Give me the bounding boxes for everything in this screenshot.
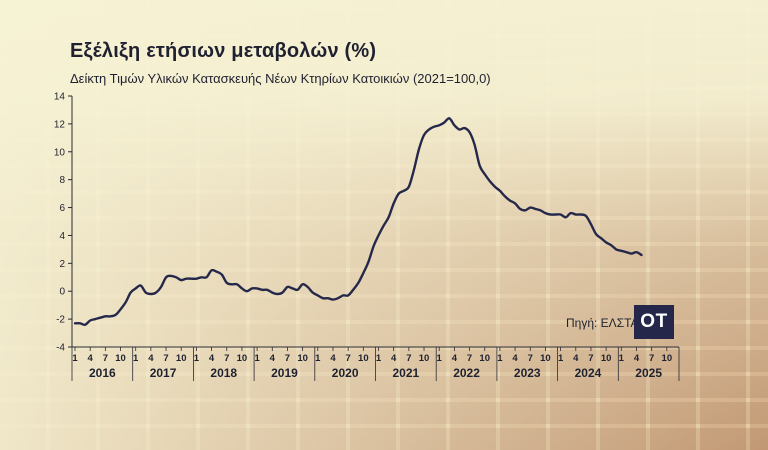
y-tick-label: 8: [59, 175, 65, 186]
x-tick-label-month: 4: [209, 353, 215, 364]
source-note: Πηγή: ΕΛΣΤΑΤ: [566, 316, 646, 330]
x-tick-label-year: 2022: [453, 366, 480, 380]
x-tick-label-month: 7: [224, 353, 229, 364]
series-line: [73, 117, 643, 326]
x-tick-label-month: 7: [346, 353, 351, 364]
x-tick-label-month: 4: [452, 353, 458, 364]
x-tick-label-month: 1: [376, 353, 382, 364]
x-tick-label-month: 7: [285, 353, 290, 364]
x-tick-label-month: 4: [391, 353, 397, 364]
x-tick-label-month: 4: [88, 353, 94, 364]
y-tick-label: -4: [56, 343, 65, 354]
x-tick-label-month: 1: [194, 353, 200, 364]
x-tick-label-month: 10: [601, 353, 612, 364]
x-tick-label-month: 4: [330, 353, 336, 364]
chart-title: Εξέλιξη ετήσιων μεταβολών (%): [70, 40, 377, 62]
x-tick-label-month: 1: [619, 353, 625, 364]
x-tick-label-year: 2023: [514, 366, 541, 380]
x-tick-label-month: 10: [358, 353, 369, 364]
x-tick-label-year: 2021: [392, 366, 419, 380]
y-tick-label: 14: [54, 92, 66, 103]
x-tick-label-month: 7: [649, 353, 654, 364]
y-tick-label: 10: [54, 147, 66, 158]
x-tick-label-month: 10: [115, 353, 126, 364]
x-tick-label-month: 7: [528, 353, 533, 364]
series-group: [73, 117, 643, 326]
x-tick-label-year: 2025: [635, 366, 662, 380]
ot-logo: OT: [634, 305, 674, 339]
x-tick-label-month: 4: [573, 353, 579, 364]
x-tick-label-month: 10: [297, 353, 308, 364]
x-tick-label-month: 1: [437, 353, 443, 364]
x-tick-label-month: 4: [634, 353, 640, 364]
y-axis: -4 -2 0 2 4 6 8 10 12 14: [54, 92, 73, 354]
y-tick-label: 2: [59, 259, 65, 270]
x-tick-label-year: 2017: [150, 366, 177, 380]
x-tick-label-month: 7: [406, 353, 411, 364]
x-tick-label-year: 2018: [210, 366, 237, 380]
x-tick-label-month: 1: [133, 353, 139, 364]
x-tick-label-year: 2020: [332, 366, 359, 380]
x-tick-label-year: 2019: [271, 366, 298, 380]
x-tick-label-year: 2024: [575, 366, 602, 380]
x-tick-label-month: 4: [270, 353, 276, 364]
x-tick-label-month: 7: [163, 353, 168, 364]
x-tick-label-month: 10: [479, 353, 490, 364]
x-tick-label-month: 10: [540, 353, 551, 364]
x-tick-label-month: 4: [148, 353, 154, 364]
x-tick-label-month: 1: [497, 353, 503, 364]
y-tick-label: 0: [59, 287, 65, 298]
x-tick-label-month: 1: [254, 353, 260, 364]
y-tick-label: -2: [56, 315, 65, 326]
x-tick-label-month: 7: [103, 353, 108, 364]
x-tick-label-month: 10: [237, 353, 248, 364]
x-tick-label-month: 7: [588, 353, 593, 364]
x-tick-label-year: 2016: [89, 366, 116, 380]
x-tick-label-month: 7: [467, 353, 472, 364]
x-tick-label-month: 1: [315, 353, 321, 364]
y-tick-label: 4: [59, 231, 65, 242]
x-tick-label-month: 10: [419, 353, 430, 364]
y-tick-label: 12: [54, 119, 66, 130]
y-tick-label: 6: [59, 203, 65, 214]
x-tick-label-month: 4: [512, 353, 518, 364]
x-tick-label-month: 10: [662, 353, 673, 364]
x-tick-label-month: 1: [72, 353, 78, 364]
x-tick-label-month: 1: [558, 353, 564, 364]
x-tick-label-month: 10: [176, 353, 187, 364]
chart-subtitle: Δείκτη Τιμών Υλικών Κατασκευής Νέων Κτηρ…: [70, 71, 491, 86]
